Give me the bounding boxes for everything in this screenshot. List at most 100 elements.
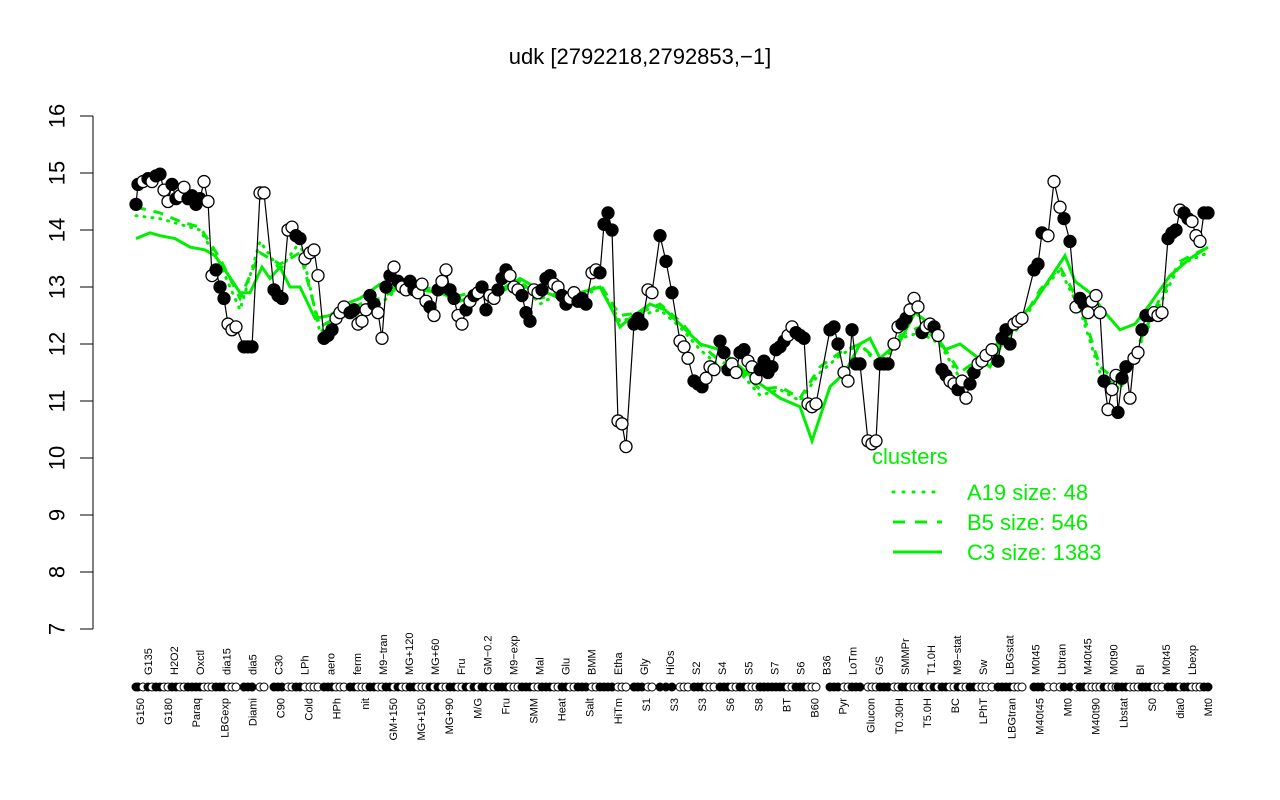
x-tick-label: Mt0 [1062, 698, 1074, 716]
x-tick-label: Glu [561, 658, 573, 675]
x-tick-label: M/G [472, 698, 484, 719]
data-point [881, 357, 895, 371]
data-point [619, 439, 633, 454]
x-tick-label: MG+60 [430, 639, 442, 675]
data-point [985, 343, 999, 357]
x-tick-label: H2O2 [169, 646, 181, 675]
x-tick-label: dia5 [247, 654, 259, 675]
x-tick-label: LoTm [848, 647, 860, 675]
x-tick-label: BI [1135, 665, 1147, 675]
data-point [217, 291, 231, 306]
x-tick-label: T0.30H [894, 698, 906, 734]
data-point [1003, 337, 1017, 351]
x-tick-label: G180 [163, 698, 175, 725]
data-point [737, 343, 751, 357]
data-point [435, 274, 449, 288]
x-tick-label: GM+150 [388, 698, 400, 741]
x-tick-label: Lbexp [1187, 645, 1199, 675]
x-tick-label: S5 [743, 662, 755, 675]
data-point [515, 288, 529, 303]
x-tick-label: S1 [641, 698, 653, 711]
data-point [841, 374, 855, 388]
data-point [523, 314, 537, 328]
x-tick-label: HiTm [613, 698, 625, 724]
data-point [1015, 311, 1029, 326]
data-point [1047, 174, 1061, 189]
y-tick-label: 14 [45, 218, 70, 242]
data-point [645, 286, 659, 300]
legend-label: B5 size: 546 [967, 510, 1088, 535]
data-point [827, 320, 841, 334]
data-point [503, 268, 517, 283]
data-point [699, 371, 713, 385]
data-point [1097, 374, 1111, 388]
x-tick-label: T1.0H [926, 645, 938, 675]
x-tick-label: S2 [691, 662, 703, 675]
data-point [479, 303, 493, 317]
x-tick-label: dia15 [221, 648, 233, 675]
data-point [201, 194, 215, 209]
x-tick-label: M0t90 [1109, 644, 1121, 675]
x-tick-label: S3 [669, 698, 681, 711]
rug-marker [667, 682, 677, 692]
data-point [153, 167, 167, 181]
data-point [853, 357, 867, 371]
rug-marker [231, 682, 241, 692]
y-tick-label: 15 [45, 161, 70, 185]
data-point [653, 229, 667, 243]
data-point [887, 337, 901, 351]
x-tick-label: S0 [1147, 698, 1159, 711]
data-point [1115, 371, 1129, 385]
y-tick-label: 12 [45, 332, 70, 356]
data-point [275, 291, 289, 306]
data-point [729, 365, 743, 380]
x-tick-label: HPh [332, 698, 344, 719]
data-point [375, 331, 389, 345]
x-tick-label: MG+90 [444, 698, 456, 734]
data-point [229, 320, 243, 334]
data-point [677, 340, 691, 354]
x-tick-label: nit [360, 698, 372, 710]
y-tick-label: 16 [45, 104, 70, 128]
rug-marker [855, 682, 865, 692]
legend-label: A19 size: 48 [967, 480, 1088, 505]
x-tick-label: C90 [276, 698, 288, 718]
y-tick-label: 13 [45, 275, 70, 299]
x-tick-label: aero [326, 653, 338, 675]
data-point [1135, 323, 1149, 337]
cluster-line [134, 214, 1210, 403]
data-point [959, 391, 973, 405]
x-tick-label: Etha [613, 651, 625, 675]
data-point [1201, 206, 1215, 220]
x-tick-label: S3 [697, 698, 709, 711]
data-points [129, 167, 1215, 454]
x-tick-label: S8 [753, 698, 765, 711]
x-tick-label: Glucon [866, 698, 878, 733]
data-point [991, 354, 1005, 368]
x-tick-label: BC [950, 698, 962, 713]
x-tick-label: M40t45 [1034, 698, 1046, 735]
y-tick-label: 11 [45, 390, 70, 413]
data-point [1155, 305, 1169, 320]
data-point [475, 280, 489, 294]
data-point [665, 286, 679, 300]
x-tick-label: LBGstat [1004, 635, 1016, 675]
x-tick-label: SMMPr [900, 638, 912, 675]
data-point [681, 351, 695, 365]
data-point [165, 177, 179, 192]
data-point [293, 231, 307, 246]
x-tick-label: LPhT [978, 698, 990, 725]
x-tick-label: ferm [352, 653, 364, 675]
x-tick-label: B60 [810, 698, 822, 718]
data-point [257, 186, 271, 200]
data-point [963, 377, 977, 391]
x-tick-label: Lbtran [1057, 644, 1069, 675]
data-point [707, 362, 721, 377]
rug-marker [621, 682, 631, 692]
x-tick-label: T5.0H [922, 698, 934, 728]
data-point [439, 263, 453, 277]
data-point [379, 280, 393, 294]
x-tick-label: S7 [769, 662, 781, 675]
rug-marker [1017, 682, 1027, 692]
